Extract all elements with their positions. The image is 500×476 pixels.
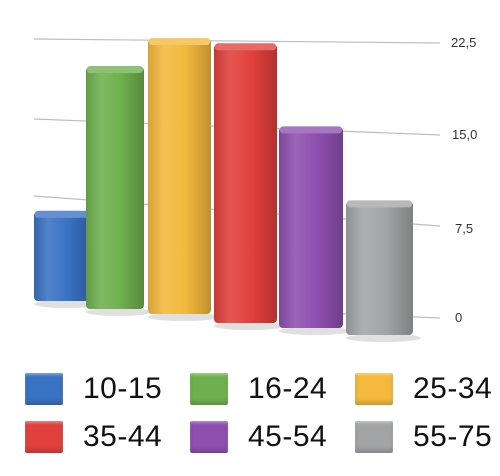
bar-shadow: [214, 322, 285, 330]
bar-body: [148, 39, 211, 315]
bar-shadow: [86, 308, 152, 316]
bar-top: [149, 38, 210, 46]
bar-shadow: [148, 313, 219, 321]
bar-body: [279, 127, 343, 328]
bar-top: [347, 200, 412, 208]
legend-item-55-75: 55-75: [355, 415, 492, 459]
legend-label: 10-15: [83, 372, 163, 405]
bar-body: [214, 44, 277, 323]
legend-label: 25-34: [413, 372, 493, 405]
bar-45-54: [279, 126, 351, 335]
legend-label: 45-54: [248, 420, 328, 453]
legend-label: 55-75: [413, 420, 493, 453]
bar-shadow: [34, 300, 98, 308]
y-tick-label: 22,5: [451, 35, 476, 50]
legend-item-25-34: 25-34: [355, 367, 492, 411]
bar-chart: 0 7,5 15,0 22,5: [33, 35, 477, 342]
legend-item-35-44: 35-44: [25, 415, 162, 459]
bar-25-34: [148, 38, 219, 321]
chart-plot-area: 0 7,5 15,0 22,5: [33, 35, 477, 342]
bar-top: [35, 210, 89, 218]
bar-top: [87, 66, 143, 73]
bar-shadow: [279, 327, 351, 335]
y-axis-ticks: 0 7,5 15,0 22,5: [451, 35, 477, 325]
bar-body: [86, 67, 144, 309]
legend-swatch: [190, 421, 228, 453]
grid-line: [33, 38, 441, 44]
y-tick-label: 7,5: [455, 221, 473, 236]
bar-10-15: [34, 210, 98, 308]
legend-swatch: [355, 373, 393, 405]
bar-body: [34, 211, 90, 301]
bar-shadow: [346, 334, 421, 342]
legend-item-16-24: 16-24: [190, 367, 327, 411]
bar-16-24: [86, 66, 152, 316]
legend-item-10-15: 10-15: [25, 367, 162, 411]
legend-swatch: [355, 421, 393, 453]
legend-label: 16-24: [248, 372, 328, 405]
bar-top: [280, 126, 342, 134]
bar-55-75: [346, 200, 421, 342]
legend-swatch: [25, 421, 63, 453]
y-tick-label: 0: [455, 310, 462, 325]
bar-body: [346, 201, 413, 335]
bars: [34, 38, 421, 342]
y-tick-label: 15,0: [452, 127, 477, 142]
legend-swatch: [25, 373, 63, 405]
legend-item-45-54: 45-54: [190, 415, 327, 459]
bar-35-44: [214, 43, 285, 330]
bar-top: [215, 43, 276, 51]
legend-label: 35-44: [83, 420, 163, 453]
legend-swatch: [190, 373, 228, 405]
legend: 10-15 16-24 25-34 35-44 45-54 55-75: [0, 355, 500, 476]
